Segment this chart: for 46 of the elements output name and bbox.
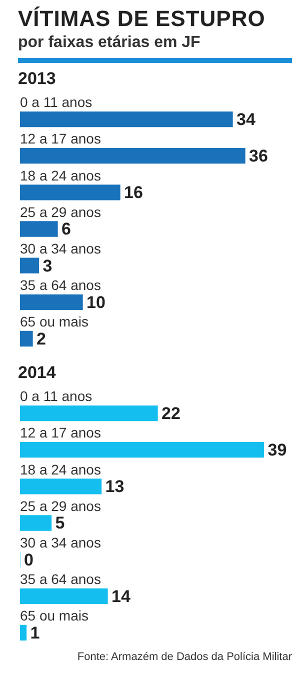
data-label: 39 — [268, 440, 287, 460]
y-tick-label: 0 a 11 anos — [20, 94, 92, 110]
data-label: 1 — [30, 623, 40, 642]
y-tick-label: 12 a 17 anos — [20, 424, 101, 441]
data-label: 3 — [42, 256, 52, 276]
bar — [20, 294, 83, 310]
y-tick-label: 65 ou mais — [20, 314, 88, 330]
bar — [20, 221, 58, 237]
bar — [20, 405, 158, 422]
bar — [20, 442, 264, 458]
data-label: 14 — [112, 586, 131, 606]
bar — [20, 478, 102, 494]
y-tick-label: 12 a 17 anos — [20, 130, 101, 147]
y-tick-label: 30 a 34 anos — [20, 534, 101, 550]
chart-title: VÍTIMAS DE ESTUPRO — [18, 6, 266, 32]
y-tick-label: 65 ou mais — [20, 608, 88, 624]
data-label: 0 — [24, 550, 34, 570]
data-label: 13 — [105, 477, 124, 496]
bar — [20, 330, 33, 347]
data-label: 22 — [162, 404, 180, 423]
data-label: 10 — [86, 292, 106, 312]
bar — [20, 515, 52, 531]
series-label: 2014 — [18, 363, 57, 383]
y-tick-label: 35 a 64 anos — [20, 571, 101, 587]
bar — [20, 588, 108, 604]
data-label: 6 — [62, 220, 71, 239]
y-tick-label: 18 a 24 anos — [20, 461, 101, 478]
data-label: 36 — [249, 146, 268, 166]
source-note: Fonte: Armazém de Dados da Polícia Militar — [76, 651, 293, 663]
data-label: 34 — [236, 110, 256, 129]
y-tick-label: 30 a 34 anos — [20, 240, 101, 256]
bar — [20, 148, 246, 164]
chart-subtitle: por faixas etárias em JF — [18, 34, 202, 52]
series-label: 2013 — [18, 69, 57, 89]
bar — [20, 258, 40, 274]
bar — [20, 111, 233, 128]
y-tick-label: 35 a 64 anos — [20, 277, 101, 293]
data-label: 2 — [36, 329, 46, 348]
bar — [20, 624, 27, 641]
y-tick-label: 18 a 24 anos — [20, 167, 101, 184]
y-tick-label: 25 a 29 anos — [20, 498, 101, 514]
data-label: 5 — [55, 514, 65, 533]
y-tick-label: 0 a 11 anos — [20, 388, 92, 404]
bar — [20, 184, 120, 200]
data-label: 16 — [124, 183, 143, 202]
y-tick-label: 25 a 29 anos — [20, 204, 101, 220]
